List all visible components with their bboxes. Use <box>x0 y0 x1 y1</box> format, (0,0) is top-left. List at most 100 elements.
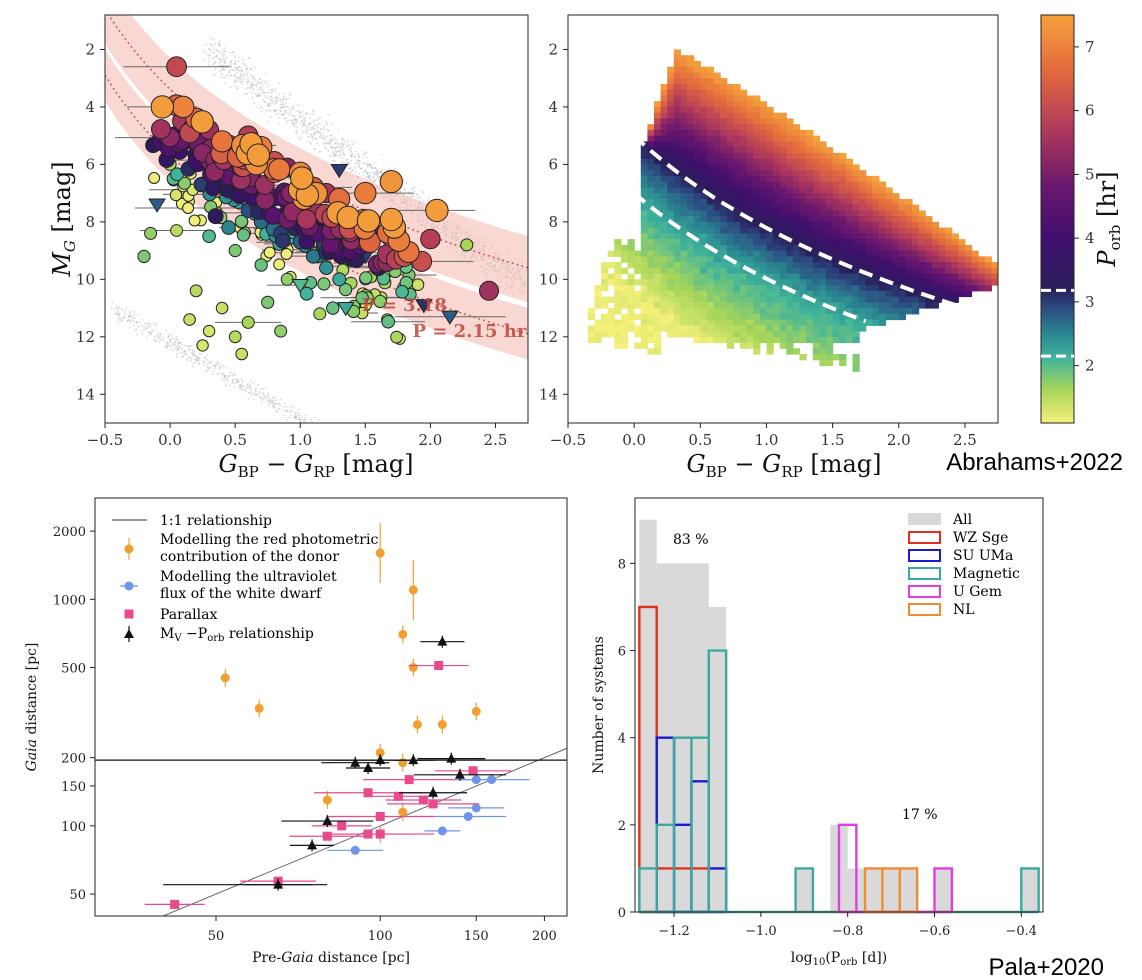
cv-point <box>425 198 449 223</box>
heatmap-cell <box>918 279 926 286</box>
x-tick-label: 1.0 <box>288 431 312 449</box>
heatmap-cell <box>779 273 787 280</box>
ms-star <box>333 160 336 163</box>
heatmap-cell <box>766 187 774 194</box>
ms-star <box>328 143 331 145</box>
heatmap-cell <box>806 141 814 148</box>
heatmap-cell <box>700 170 708 177</box>
heatmap-cell <box>627 308 635 315</box>
ms-star <box>388 167 391 170</box>
ms-star <box>326 142 328 145</box>
heatmap-cell <box>706 250 715 257</box>
heatmap-cell <box>647 313 655 321</box>
heatmap-cell <box>806 227 814 234</box>
heatmap-cell <box>713 170 721 177</box>
heatmap-cell <box>832 244 840 252</box>
ms-star <box>255 83 258 86</box>
ms-star <box>220 60 223 62</box>
heatmap-cell <box>792 267 801 275</box>
heatmap-cell <box>733 175 741 183</box>
heatmap-cell <box>865 279 873 286</box>
heatmap-cell <box>759 239 767 246</box>
heatmap-cell <box>680 78 688 85</box>
heatmap-cell <box>654 319 662 326</box>
heatmap-cell <box>640 233 648 240</box>
wd-star <box>224 374 227 376</box>
heatmap-cell <box>799 170 807 177</box>
heatmap-cell <box>620 331 629 338</box>
wd-star <box>217 361 220 364</box>
wd-star <box>117 312 120 315</box>
heatmap-cell <box>693 118 701 125</box>
cv-point <box>390 330 404 344</box>
wd-star <box>130 320 133 323</box>
ms-star <box>218 50 221 53</box>
heatmap-cell <box>607 273 615 280</box>
heatmap-cell <box>693 210 701 217</box>
heatmap-cell <box>839 198 847 206</box>
ms-star <box>308 136 310 138</box>
ms-star <box>254 79 257 81</box>
panel-c-legend: 1:1 relationship Modelling the red photo… <box>112 513 378 644</box>
heatmap-cell <box>726 273 734 280</box>
heatmap-cell <box>912 244 920 252</box>
cv-point <box>319 260 334 275</box>
heatmap-cell <box>647 164 655 171</box>
ms-star <box>294 125 297 128</box>
heatmap-cell <box>673 112 681 119</box>
ms-star <box>331 147 334 149</box>
wd-star <box>233 373 236 376</box>
heatmap-cell <box>799 204 807 211</box>
heatmap-cell <box>673 279 681 286</box>
heatmap-cell <box>746 210 754 217</box>
wd-star <box>256 393 259 396</box>
heatmap-cell <box>654 164 662 171</box>
ms-star <box>234 54 236 57</box>
heatmap-cell <box>680 331 688 338</box>
heatmap-cell <box>845 164 853 171</box>
heatmap-cell <box>733 152 741 160</box>
ms-star <box>324 139 327 142</box>
heatmap-cell <box>773 273 781 280</box>
heatmap-cell <box>700 78 708 85</box>
heatmap-cell <box>693 233 701 240</box>
heatmap-cell <box>660 325 668 332</box>
ms-star <box>317 118 320 121</box>
ms-star <box>303 124 306 126</box>
heatmap-cell <box>607 296 615 303</box>
heatmap-cell <box>799 273 807 280</box>
ms-star <box>309 122 312 125</box>
heatmap-cell <box>746 124 754 131</box>
wd-star <box>321 426 323 428</box>
wd-star <box>250 379 252 382</box>
heatmap-cell <box>680 141 688 148</box>
ms-star <box>299 136 302 139</box>
heatmap-cell <box>654 198 662 206</box>
ms-star <box>259 106 262 109</box>
ms-star <box>332 149 334 152</box>
heatmap-cell <box>713 313 721 321</box>
ms-star <box>339 145 341 148</box>
ms-star <box>297 104 300 106</box>
wd-star <box>131 315 133 318</box>
wd-star <box>222 365 225 368</box>
heatmap-cell <box>799 233 807 240</box>
ms-star <box>240 72 242 75</box>
heatmap-cell <box>627 285 635 292</box>
wd-star <box>314 429 316 431</box>
heatmap-cell <box>806 135 814 142</box>
heatmap-cell <box>865 313 873 321</box>
heatmap-cell <box>667 152 675 160</box>
ms-star <box>264 94 266 97</box>
heatmap-cell <box>872 210 880 217</box>
heatmap-cell <box>713 331 721 338</box>
heatmap-cell <box>806 158 814 165</box>
wd-star <box>297 413 300 416</box>
heatmap-cell <box>720 124 728 131</box>
ms-star <box>210 36 213 39</box>
heatmap-cell <box>647 141 655 148</box>
ms-star <box>225 75 228 77</box>
heatmap-cell <box>753 267 761 275</box>
wd-star <box>283 401 286 404</box>
heatmap-cell <box>726 227 734 234</box>
